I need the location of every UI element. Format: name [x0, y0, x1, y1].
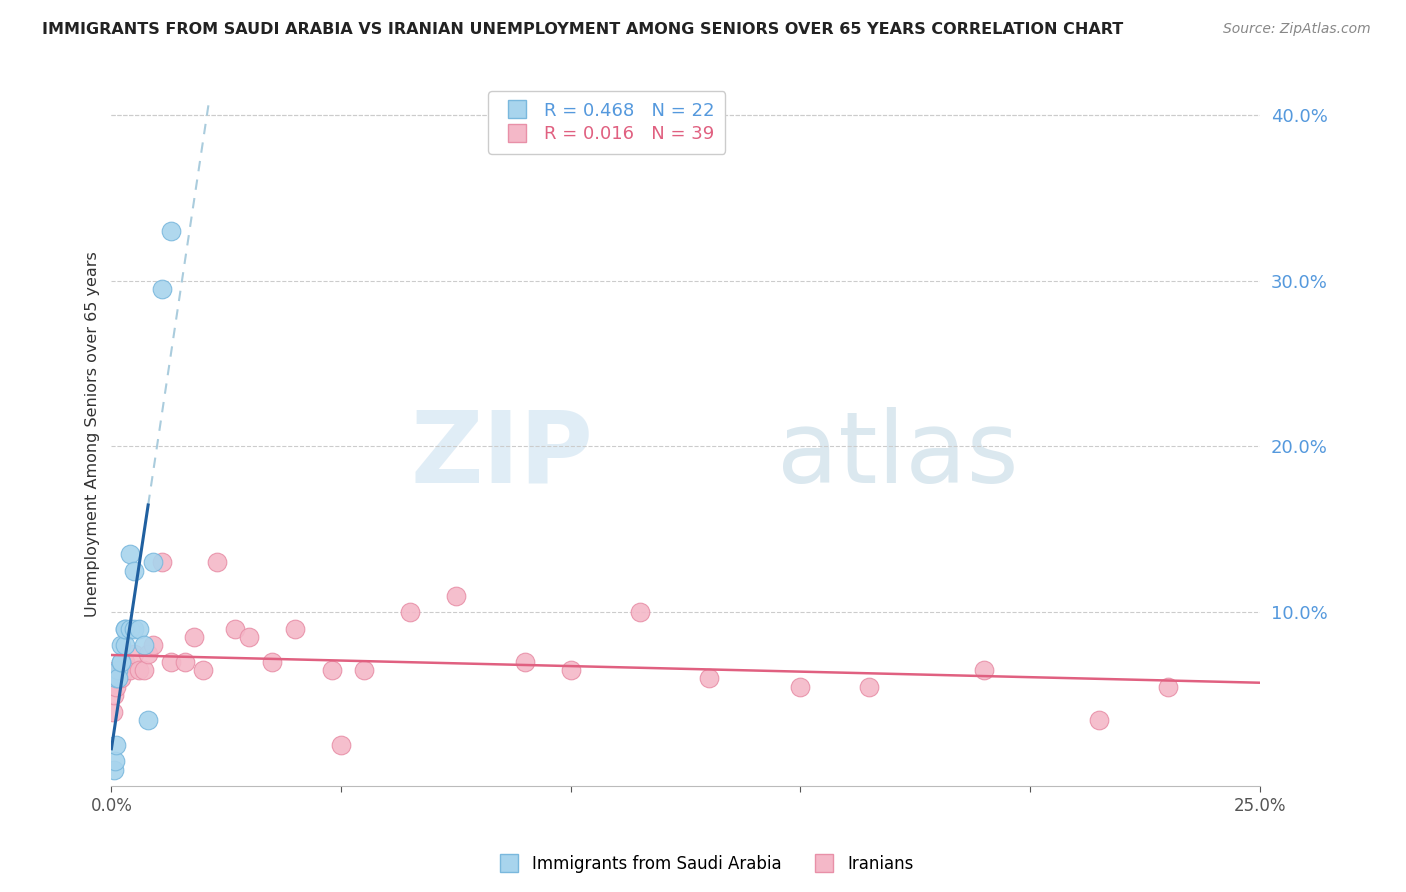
Point — [110, 663, 132, 677]
Point — [103, 763, 125, 777]
Point — [124, 622, 146, 636]
Text: IMMIGRANTS FROM SAUDI ARABIA VS IRANIAN UNEMPLOYMENT AMONG SENIORS OVER 65 YEARS: IMMIGRANTS FROM SAUDI ARABIA VS IRANIAN … — [42, 22, 1123, 37]
Point — [132, 663, 155, 677]
Point — [262, 655, 284, 669]
Point — [136, 713, 159, 727]
Point — [114, 622, 136, 636]
Point — [132, 638, 155, 652]
Point — [105, 738, 128, 752]
Point — [110, 672, 132, 686]
Point — [105, 680, 128, 694]
Point — [321, 663, 343, 677]
Point — [353, 663, 375, 677]
Point — [118, 547, 141, 561]
Point — [136, 647, 159, 661]
Point — [224, 622, 246, 636]
Point — [104, 754, 127, 768]
Point — [513, 655, 536, 669]
Point — [697, 672, 720, 686]
Point — [193, 663, 215, 677]
Point — [330, 738, 353, 752]
Point — [124, 564, 146, 578]
Point — [128, 622, 150, 636]
Text: atlas: atlas — [778, 407, 1019, 504]
Point — [118, 663, 141, 677]
Point — [160, 655, 183, 669]
Point — [114, 655, 136, 669]
Point — [107, 663, 129, 677]
Point — [107, 672, 129, 686]
Text: ZIP: ZIP — [411, 407, 593, 504]
Point — [205, 556, 228, 570]
Point — [103, 688, 125, 702]
Point — [101, 705, 124, 719]
Point — [183, 630, 205, 644]
Point — [628, 605, 651, 619]
Point — [1088, 713, 1111, 727]
Y-axis label: Unemployment Among Seniors over 65 years: Unemployment Among Seniors over 65 years — [86, 252, 100, 617]
Point — [105, 672, 128, 686]
Point — [1157, 680, 1180, 694]
Point — [105, 663, 128, 677]
Point — [238, 630, 260, 644]
Point — [114, 638, 136, 652]
Point — [124, 647, 146, 661]
Point — [150, 282, 173, 296]
Point — [858, 680, 880, 694]
Legend: Immigrants from Saudi Arabia, Iranians: Immigrants from Saudi Arabia, Iranians — [486, 848, 920, 880]
Point — [150, 556, 173, 570]
Point — [128, 663, 150, 677]
Text: Source: ZipAtlas.com: Source: ZipAtlas.com — [1223, 22, 1371, 37]
Point — [789, 680, 811, 694]
Point — [399, 605, 422, 619]
Point — [142, 556, 165, 570]
Point — [110, 655, 132, 669]
Point — [118, 622, 141, 636]
Point — [174, 655, 197, 669]
Point — [110, 638, 132, 652]
Point — [284, 622, 307, 636]
Point — [444, 589, 467, 603]
Point — [114, 622, 136, 636]
Point — [110, 655, 132, 669]
Point — [160, 224, 183, 238]
Point — [560, 663, 582, 677]
Point — [142, 638, 165, 652]
Point — [114, 663, 136, 677]
Point — [973, 663, 995, 677]
Legend: R = 0.468   N = 22, R = 0.016   N = 39: R = 0.468 N = 22, R = 0.016 N = 39 — [488, 91, 725, 154]
Point — [107, 672, 129, 686]
